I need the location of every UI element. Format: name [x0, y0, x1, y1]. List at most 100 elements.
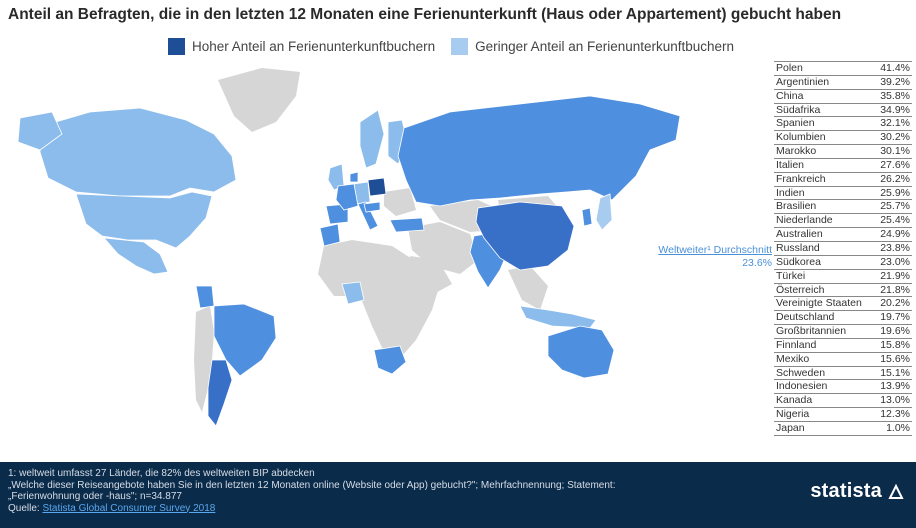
country-value: 35.8% [880, 89, 910, 102]
country-value: 25.4% [880, 214, 910, 227]
country-name: Spanien [776, 117, 815, 130]
country-name: Südafrika [776, 103, 821, 116]
footer: 1: weltweit umfasst 27 Länder, die 82% d… [0, 462, 916, 528]
country-row: Indien 25.9% [774, 187, 912, 201]
world-average-value: 23.6% [742, 257, 772, 269]
country-value: 13.0% [880, 394, 910, 407]
country-value: 30.2% [880, 131, 910, 144]
country-name: Japan [776, 421, 805, 434]
country-value: 19.7% [880, 311, 910, 324]
country-suedkorea [581, 207, 593, 227]
country-row: Nigeria 12.3% [774, 408, 912, 422]
country-name: Russland [776, 241, 820, 254]
country-value: 32.1% [880, 117, 910, 130]
country-schweden [359, 109, 385, 169]
statista-logo[interactable]: statista [810, 482, 904, 502]
country-name: Marokko [776, 145, 817, 158]
country-value: 15.8% [880, 338, 910, 351]
country-name: Schweden [776, 366, 826, 379]
country-name: Großbritannien [776, 325, 847, 338]
country-name: Kolumbien [776, 131, 826, 144]
country-row: Deutschland 19.7% [774, 311, 912, 326]
country-row: Japan 1.0% [774, 422, 912, 436]
country-value: 23.0% [880, 255, 910, 268]
country-row: Italien 27.6% [774, 159, 912, 173]
country-value: 1.0% [886, 421, 910, 434]
legend-item-high: Hoher Anteil an Ferienunterkunftbuchern [168, 38, 435, 55]
legend-swatch-high [168, 38, 185, 55]
country-row: Australien 24.9% [774, 228, 912, 242]
country-name: Italien [776, 158, 805, 171]
country-row: Türkei 21.9% [774, 270, 912, 284]
statista-logo-text: statista [810, 480, 882, 503]
country-indonesien [519, 305, 597, 329]
country-name: Türkei [776, 269, 806, 282]
country-mexiko [103, 237, 169, 275]
country-china [475, 201, 575, 271]
country-value: 12.3% [880, 408, 910, 421]
world-average-label: Weltweiter¹ Durchschnitt [658, 244, 772, 256]
country-value: 27.6% [880, 158, 910, 171]
country-name: China [776, 89, 804, 102]
source-line: Quelle: Statista Global Consumer Survey … [8, 503, 688, 515]
region-africa [318, 240, 440, 356]
country-australien [547, 325, 615, 379]
country-russland [397, 95, 681, 207]
country-row: China 35.8% [774, 90, 912, 104]
country-value: 25.7% [880, 200, 910, 213]
source-prefix: Quelle: [8, 502, 43, 514]
region-eastern-europe [384, 188, 416, 216]
legend-swatch-low [451, 38, 469, 55]
country-tuerkei [389, 217, 425, 233]
country-table: Polen 41.4% Argentinien 39.2% China 35.8% Süda… [774, 61, 912, 436]
legend-item-low: Geringer Anteil an Ferienunterkunftbuche… [451, 38, 734, 55]
country-name: Deutschland [776, 311, 835, 324]
world-average: Weltweiter¹ Durchschnitt 23.6% [646, 244, 772, 270]
footnote-2: „Welche dieser Reiseangebote haben Sie i… [8, 479, 616, 491]
region-greenland [218, 68, 300, 132]
country-brasilien [213, 303, 277, 377]
footnote-1: 1: weltweit umfasst 27 Länder, die 82% d… [8, 468, 315, 479]
country-name: Frankreich [776, 172, 826, 185]
country-row: Schweden 15.1% [774, 367, 912, 381]
country-frankreich [335, 183, 359, 211]
country-row: Großbritannien 19.6% [774, 325, 912, 339]
country-value: 21.9% [880, 269, 910, 282]
country-name: Niederlande [776, 214, 833, 227]
country-value: 41.4% [880, 62, 910, 74]
country-row: Mexiko 15.6% [774, 353, 912, 367]
country-row: Marokko 30.1% [774, 145, 912, 159]
country-row: Vereinigte Staaten 20.2% [774, 297, 912, 312]
country-row: Spanien 32.1% [774, 117, 912, 132]
country-name: Nigeria [776, 408, 810, 421]
country-row: Niederlande 25.4% [774, 214, 912, 229]
country-oesterreich [363, 201, 381, 213]
country-name: Polen [776, 62, 803, 74]
country-value: 30.1% [880, 145, 910, 158]
country-suedafrika [373, 345, 407, 375]
country-value: 24.9% [880, 228, 910, 241]
country-name: Vereinigte Staaten [776, 297, 862, 310]
legend-label-high: Hoher Anteil an Ferienunterkunftbuchern [192, 39, 436, 54]
country-value: 23.8% [880, 241, 910, 254]
country-value: 39.2% [880, 75, 910, 88]
country-value: 21.8% [880, 283, 910, 296]
country-name: Südkorea [776, 255, 821, 268]
country-vereinigte-staaten [75, 191, 213, 249]
country-name: Österreich [776, 283, 825, 296]
country-name: Finnland [776, 338, 817, 351]
country-row: Russland 23.8% [774, 242, 912, 256]
source-link[interactable]: Statista Global Consumer Survey 2018 [42, 502, 216, 514]
country-value: 34.9% [880, 103, 910, 116]
footer-notes: 1: weltweit umfasst 27 Länder, die 82% d… [8, 468, 688, 514]
country-kolumbien [195, 285, 215, 309]
country-japan [595, 193, 613, 231]
country-value: 15.6% [880, 352, 910, 365]
region-southeast-asia [508, 266, 548, 310]
legend-label-low: Geringer Anteil an Ferienunterkunftbuche… [475, 39, 735, 54]
footnote-3: „Ferienwohnung oder -haus"; n=34.877 [8, 491, 182, 502]
region-south-america-west [194, 306, 214, 412]
country-vereinigte-staaten-alaska [17, 111, 63, 151]
country-row: Südkorea 23.0% [774, 256, 912, 270]
country-nigeria [341, 281, 365, 305]
